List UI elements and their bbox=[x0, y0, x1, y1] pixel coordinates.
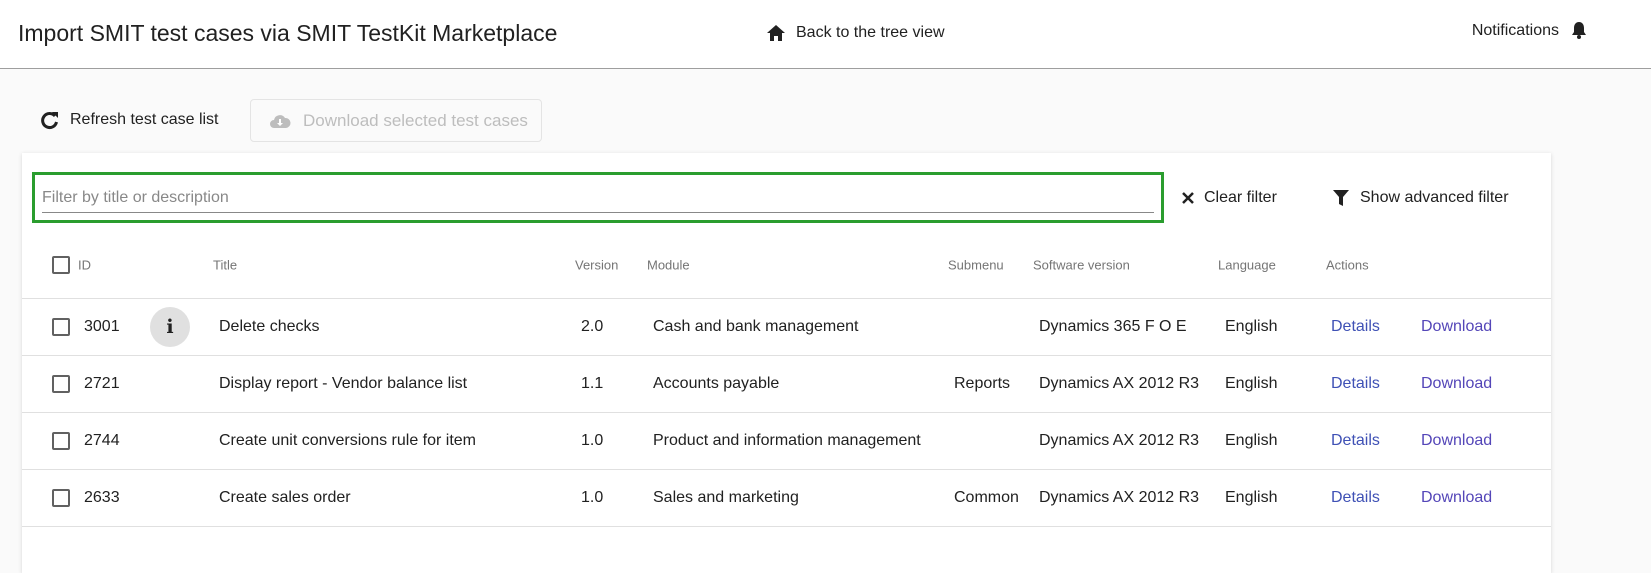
download-link[interactable]: Download bbox=[1421, 375, 1493, 392]
row-title: Create sales order bbox=[219, 489, 351, 506]
col-actions: Actions bbox=[1326, 257, 1369, 273]
col-id[interactable]: ID bbox=[78, 257, 91, 273]
row-software-version: Dynamics AX 2012 R3 bbox=[1039, 375, 1200, 392]
download-link[interactable]: Download bbox=[1421, 489, 1493, 506]
download-link[interactable]: Download bbox=[1421, 318, 1493, 335]
filter-field bbox=[32, 172, 1164, 223]
filter-input[interactable] bbox=[42, 183, 1154, 213]
details-link[interactable]: Details bbox=[1331, 432, 1380, 449]
filter-icon bbox=[1333, 190, 1349, 206]
refresh-button[interactable]: Refresh test case list bbox=[40, 110, 219, 130]
row-module: Sales and marketing bbox=[653, 489, 799, 506]
row-version: 1.0 bbox=[581, 432, 604, 449]
row-id: 2633 bbox=[84, 489, 120, 506]
select-all-checkbox[interactable] bbox=[52, 256, 70, 274]
notifications-button[interactable]: Notifications bbox=[1471, 22, 1586, 40]
cloud-download-icon bbox=[270, 114, 291, 128]
table-row: 2721 Display report - Vendor balance lis… bbox=[22, 356, 1551, 413]
notifications-label: Notifications bbox=[1471, 22, 1559, 39]
row-language: English bbox=[1225, 318, 1278, 335]
row-id: 2744 bbox=[84, 432, 120, 449]
details-link[interactable]: Details bbox=[1331, 318, 1380, 335]
row-submenu: Reports bbox=[954, 375, 1011, 392]
col-version[interactable]: Version bbox=[575, 257, 619, 273]
table-row: 3001 i Delete checks 2.0 Cash and bank m… bbox=[22, 299, 1551, 356]
back-to-tree-button[interactable]: Back to the tree view bbox=[766, 24, 945, 42]
test-case-card bbox=[22, 153, 1551, 573]
download-selected-button[interactable]: Download selected test cases bbox=[250, 99, 542, 142]
col-module[interactable]: Module bbox=[647, 257, 690, 273]
row-version: 1.0 bbox=[581, 489, 604, 506]
row-version: 1.1 bbox=[581, 375, 604, 392]
row-module: Cash and bank management bbox=[653, 318, 859, 335]
app-header: Import SMIT test cases via SMIT TestKit … bbox=[0, 0, 1651, 69]
row-title: Delete checks bbox=[219, 318, 320, 335]
row-checkbox[interactable] bbox=[52, 432, 70, 450]
advanced-filter-label: Show advanced filter bbox=[1360, 189, 1509, 206]
row-title: Display report - Vendor balance list bbox=[219, 375, 468, 392]
table-row: 2744 Create unit conversions rule for it… bbox=[22, 413, 1551, 470]
row-submenu: Common bbox=[954, 489, 1019, 506]
row-language: English bbox=[1225, 432, 1278, 449]
row-module: Product and information management bbox=[653, 432, 921, 449]
page-title: Import SMIT test cases via SMIT TestKit … bbox=[18, 20, 558, 46]
close-icon bbox=[1182, 192, 1194, 204]
info-icon[interactable]: i bbox=[150, 307, 190, 347]
back-label: Back to the tree view bbox=[796, 24, 945, 41]
row-checkbox[interactable] bbox=[52, 489, 70, 507]
download-link[interactable]: Download bbox=[1421, 432, 1493, 449]
row-checkbox[interactable] bbox=[52, 318, 70, 336]
row-version: 2.0 bbox=[581, 318, 604, 335]
col-language[interactable]: Language bbox=[1218, 257, 1276, 273]
clear-filter-label: Clear filter bbox=[1204, 189, 1277, 206]
home-icon bbox=[767, 25, 785, 41]
row-id: 2721 bbox=[84, 375, 120, 392]
bell-icon bbox=[1572, 22, 1586, 39]
refresh-label: Refresh test case list bbox=[70, 111, 219, 128]
row-software-version: Dynamics AX 2012 R3 bbox=[1039, 489, 1200, 506]
row-language: English bbox=[1225, 489, 1278, 506]
col-title[interactable]: Title bbox=[213, 257, 238, 273]
details-link[interactable]: Details bbox=[1331, 375, 1380, 392]
refresh-icon bbox=[41, 112, 58, 129]
col-software-version[interactable]: Software version bbox=[1033, 257, 1130, 273]
row-checkbox[interactable] bbox=[52, 375, 70, 393]
table-header: ID Title Version Module Submenu Software… bbox=[22, 232, 1551, 299]
row-language: English bbox=[1225, 375, 1278, 392]
row-software-version: Dynamics AX 2012 R3 bbox=[1039, 432, 1200, 449]
row-software-version: Dynamics 365 F O E bbox=[1039, 318, 1187, 335]
row-id: 3001 bbox=[84, 318, 120, 335]
details-link[interactable]: Details bbox=[1331, 489, 1380, 506]
show-advanced-filter-button[interactable]: Show advanced filter bbox=[1332, 189, 1509, 207]
clear-filter-button[interactable]: Clear filter bbox=[1182, 189, 1277, 207]
table-row: 2633 Create sales order 1.0 Sales and ma… bbox=[22, 470, 1551, 527]
download-selected-label: Download selected test cases bbox=[303, 110, 528, 130]
col-submenu[interactable]: Submenu bbox=[948, 257, 1004, 273]
row-title: Create unit conversions rule for item bbox=[219, 432, 476, 449]
row-module: Accounts payable bbox=[653, 375, 780, 392]
